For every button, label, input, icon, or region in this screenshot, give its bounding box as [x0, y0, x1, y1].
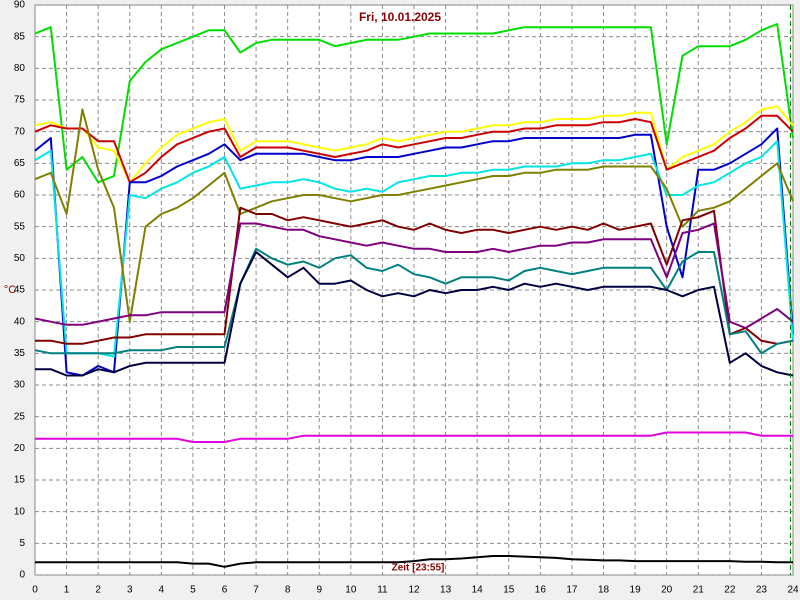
x-tick-label: 19	[630, 585, 642, 596]
data-line	[34, 140, 794, 358]
y-tick-label: 35	[14, 348, 26, 359]
x-tick-label: 11	[377, 585, 388, 596]
y-tick-label: 55	[14, 221, 26, 232]
y-tick-label: 65	[14, 158, 26, 169]
y-axis-label: °C	[4, 284, 16, 296]
data-line	[34, 222, 794, 329]
y-tick-label: 5	[19, 538, 25, 549]
y-tick-label: 15	[14, 475, 26, 486]
data-line	[34, 127, 794, 377]
x-tick-label: 8	[285, 585, 291, 596]
y-tick-label: 60	[14, 190, 26, 201]
x-tick-label: 20	[661, 585, 673, 596]
x-tick-label: 10	[345, 585, 357, 596]
x-tick-label: 1	[64, 585, 70, 596]
x-tick-label: 4	[159, 585, 165, 596]
x-tick-label: 2	[95, 585, 101, 596]
x-tick-label: 5	[190, 585, 196, 596]
x-tick-label: 7	[253, 585, 259, 596]
y-tick-label: 70	[14, 126, 26, 137]
y-tick-label: 90	[14, 0, 26, 11]
x-tick-label: 24	[787, 585, 799, 596]
x-tick-label: 0	[32, 585, 38, 596]
x-tick-label: 21	[693, 585, 705, 596]
y-tick-label: 30	[14, 380, 26, 391]
x-axis-label: Zeit [23:55]	[392, 563, 445, 574]
y-tick-label: 20	[14, 443, 26, 454]
data-line	[35, 431, 793, 443]
y-tick-label: 75	[14, 95, 26, 106]
x-tick-label: 22	[724, 585, 736, 596]
x-tick-label: 3	[127, 585, 133, 596]
x-tick-label: 14	[472, 585, 484, 596]
x-tick-label: 9	[316, 585, 322, 596]
y-tick-label: 85	[14, 31, 26, 42]
y-tick-label: 25	[14, 411, 26, 422]
x-tick-label: 6	[222, 585, 228, 596]
data-line	[34, 114, 794, 184]
y-tick-label: 40	[14, 316, 26, 327]
y-tick-label: 0	[19, 570, 25, 581]
y-tick-label: 50	[14, 253, 26, 264]
data-line	[35, 206, 794, 345]
data-line	[34, 108, 794, 323]
x-tick-label: 18	[598, 585, 610, 596]
data-line	[34, 23, 794, 184]
chart-title: Fri, 10.01.2025	[359, 10, 441, 24]
data-line	[35, 251, 794, 377]
y-tick-label: 10	[14, 506, 26, 517]
x-tick-label: 13	[440, 585, 452, 596]
y-tick-label: 80	[14, 63, 26, 74]
x-tick-label: 15	[503, 585, 515, 596]
x-tick-label: 17	[566, 585, 578, 596]
x-tick-label: 12	[408, 585, 420, 596]
x-tick-label: 16	[535, 585, 547, 596]
y-tick-label: 45	[14, 285, 26, 296]
data-line	[35, 555, 793, 568]
x-tick-label: 23	[756, 585, 768, 596]
